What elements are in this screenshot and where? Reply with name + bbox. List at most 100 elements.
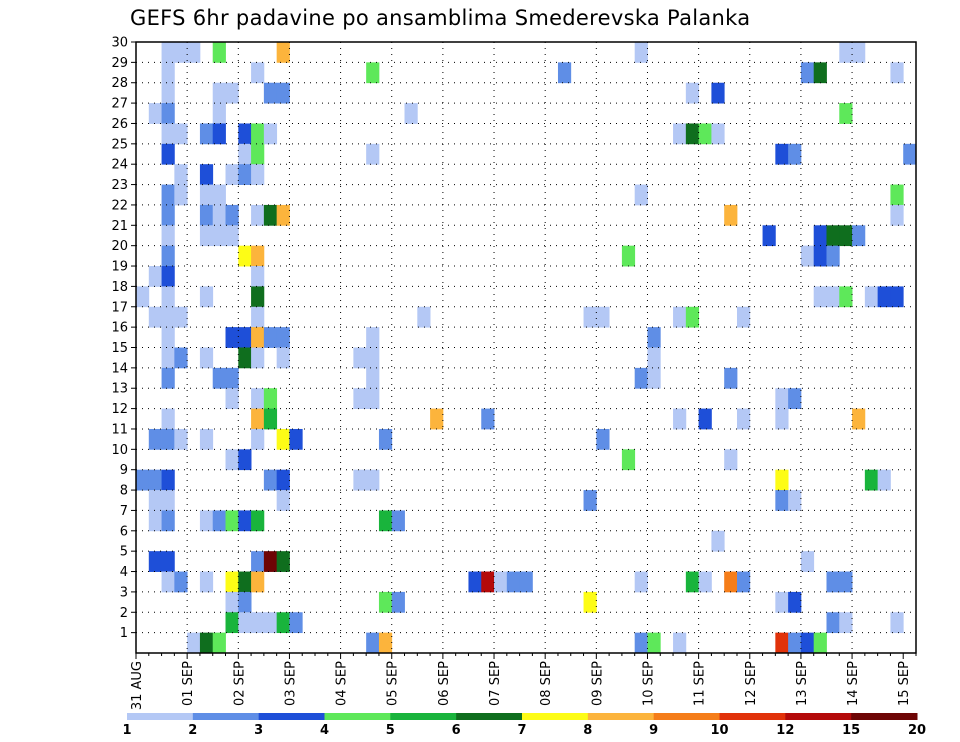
y-tick-label: 2 xyxy=(120,606,128,621)
heatmap-cell xyxy=(800,245,815,267)
heatmap-cell xyxy=(468,571,482,593)
heatmap-cell xyxy=(251,551,265,572)
y-tick-label: 20 xyxy=(111,239,128,254)
heatmap-cell xyxy=(174,42,188,63)
heatmap-cell xyxy=(775,632,789,654)
legend-label: 3 xyxy=(254,723,263,738)
heatmap-cell xyxy=(788,490,802,511)
heatmap-cell xyxy=(276,82,290,104)
heatmap-cell xyxy=(161,103,175,124)
heatmap-cell xyxy=(391,510,405,532)
x-tick-label: 11 SEP xyxy=(693,661,708,706)
legend-swatch xyxy=(258,713,325,720)
heatmap-cell xyxy=(251,510,265,532)
heatmap-cell xyxy=(698,123,712,145)
heatmap-cell xyxy=(788,591,802,613)
heatmap-cell xyxy=(225,204,239,226)
y-tick-label: 26 xyxy=(111,117,128,132)
heatmap-cell xyxy=(148,306,162,328)
legend-swatch xyxy=(456,713,523,720)
heatmap-cell xyxy=(225,510,239,532)
heatmap-cell xyxy=(724,571,738,593)
heatmap-cell xyxy=(225,612,239,634)
heatmap-cell xyxy=(353,347,367,369)
heatmap-cell xyxy=(199,571,214,593)
heatmap-cell xyxy=(647,632,661,654)
x-tick-label: 10 SEP xyxy=(641,661,656,706)
heatmap-cell xyxy=(187,42,201,63)
legend-label: 4 xyxy=(320,723,329,738)
heatmap-cell xyxy=(199,510,214,532)
heatmap-cell xyxy=(199,204,214,226)
heatmap-cell xyxy=(775,388,789,409)
heatmap-cell xyxy=(890,184,904,206)
x-tick-label: 04 SEP xyxy=(335,661,350,706)
legend-swatch xyxy=(587,713,655,720)
heatmap-cell xyxy=(890,62,904,84)
legend-label: 1 xyxy=(122,723,131,738)
heatmap-cell xyxy=(711,82,725,104)
legend-swatch xyxy=(522,713,589,720)
heatmap-cell xyxy=(839,103,853,124)
y-tick-label: 24 xyxy=(111,158,128,173)
heatmap-cell xyxy=(263,204,278,226)
heatmap-cell xyxy=(199,184,214,206)
y-tick-label: 8 xyxy=(120,484,128,499)
heatmap-cell xyxy=(251,388,265,409)
heatmap-cell xyxy=(775,408,789,430)
heatmap-cell xyxy=(161,184,175,206)
heatmap-cell xyxy=(276,428,290,450)
grid-lines xyxy=(136,42,916,653)
y-tick-label: 23 xyxy=(111,178,128,193)
heatmap-cell xyxy=(366,327,380,348)
heatmap-cell xyxy=(788,143,802,165)
heatmap-cell xyxy=(366,367,380,389)
heatmap-cell xyxy=(212,632,226,654)
heatmap-cell xyxy=(698,408,712,430)
heatmap-cell xyxy=(276,551,290,572)
heatmap-cell xyxy=(161,428,175,450)
y-tick-label: 21 xyxy=(111,219,128,234)
y-tick-label: 1 xyxy=(120,626,128,641)
x-tick-label: 09 SEP xyxy=(590,661,605,706)
heatmap-cell xyxy=(890,286,904,308)
y-tick-label: 28 xyxy=(111,76,128,91)
heatmap-cell xyxy=(481,571,495,593)
heatmap-cell xyxy=(161,551,175,572)
heatmap-cell xyxy=(238,591,252,613)
heatmap-cell xyxy=(161,204,175,226)
heatmap-cell xyxy=(148,510,162,532)
heatmap-cell xyxy=(775,469,789,491)
y-tick-label: 19 xyxy=(111,260,128,275)
heatmap-cell xyxy=(826,286,840,308)
heatmap-cell xyxy=(353,388,367,409)
x-tick-label: 14 SEP xyxy=(846,661,861,706)
legend-swatch xyxy=(785,713,852,720)
heatmap-cell xyxy=(251,164,265,185)
heatmap-cell xyxy=(174,184,188,206)
y-tick-label: 30 xyxy=(111,36,128,51)
heatmap-cell xyxy=(813,62,827,84)
heatmap-cell xyxy=(391,591,405,613)
heatmap-cell xyxy=(289,428,303,450)
x-tick-label: 06 SEP xyxy=(437,661,452,706)
x-tick-label: 12 SEP xyxy=(744,661,759,706)
legend-swatch xyxy=(719,713,786,720)
legend-swatch xyxy=(653,713,720,720)
heatmap-cell xyxy=(251,62,265,84)
heatmap-cell xyxy=(685,571,700,593)
heatmap-cell xyxy=(225,82,239,104)
heatmap-cell xyxy=(238,164,252,185)
heatmap-cell xyxy=(685,306,700,328)
heatmap-cell xyxy=(251,408,265,430)
heatmap-cell xyxy=(251,612,265,634)
heatmap-cell xyxy=(711,123,725,145)
heatmap-cell xyxy=(596,306,610,328)
heatmap-cell xyxy=(852,42,866,63)
legend-label: 8 xyxy=(583,723,592,738)
heatmap-cell xyxy=(263,123,278,145)
heatmap-cell xyxy=(263,388,278,409)
heatmap-cell xyxy=(263,408,278,430)
heatmap-cell xyxy=(762,225,776,247)
chart-title: GEFS 6hr padavine po ansamblima Smederev… xyxy=(130,6,751,30)
